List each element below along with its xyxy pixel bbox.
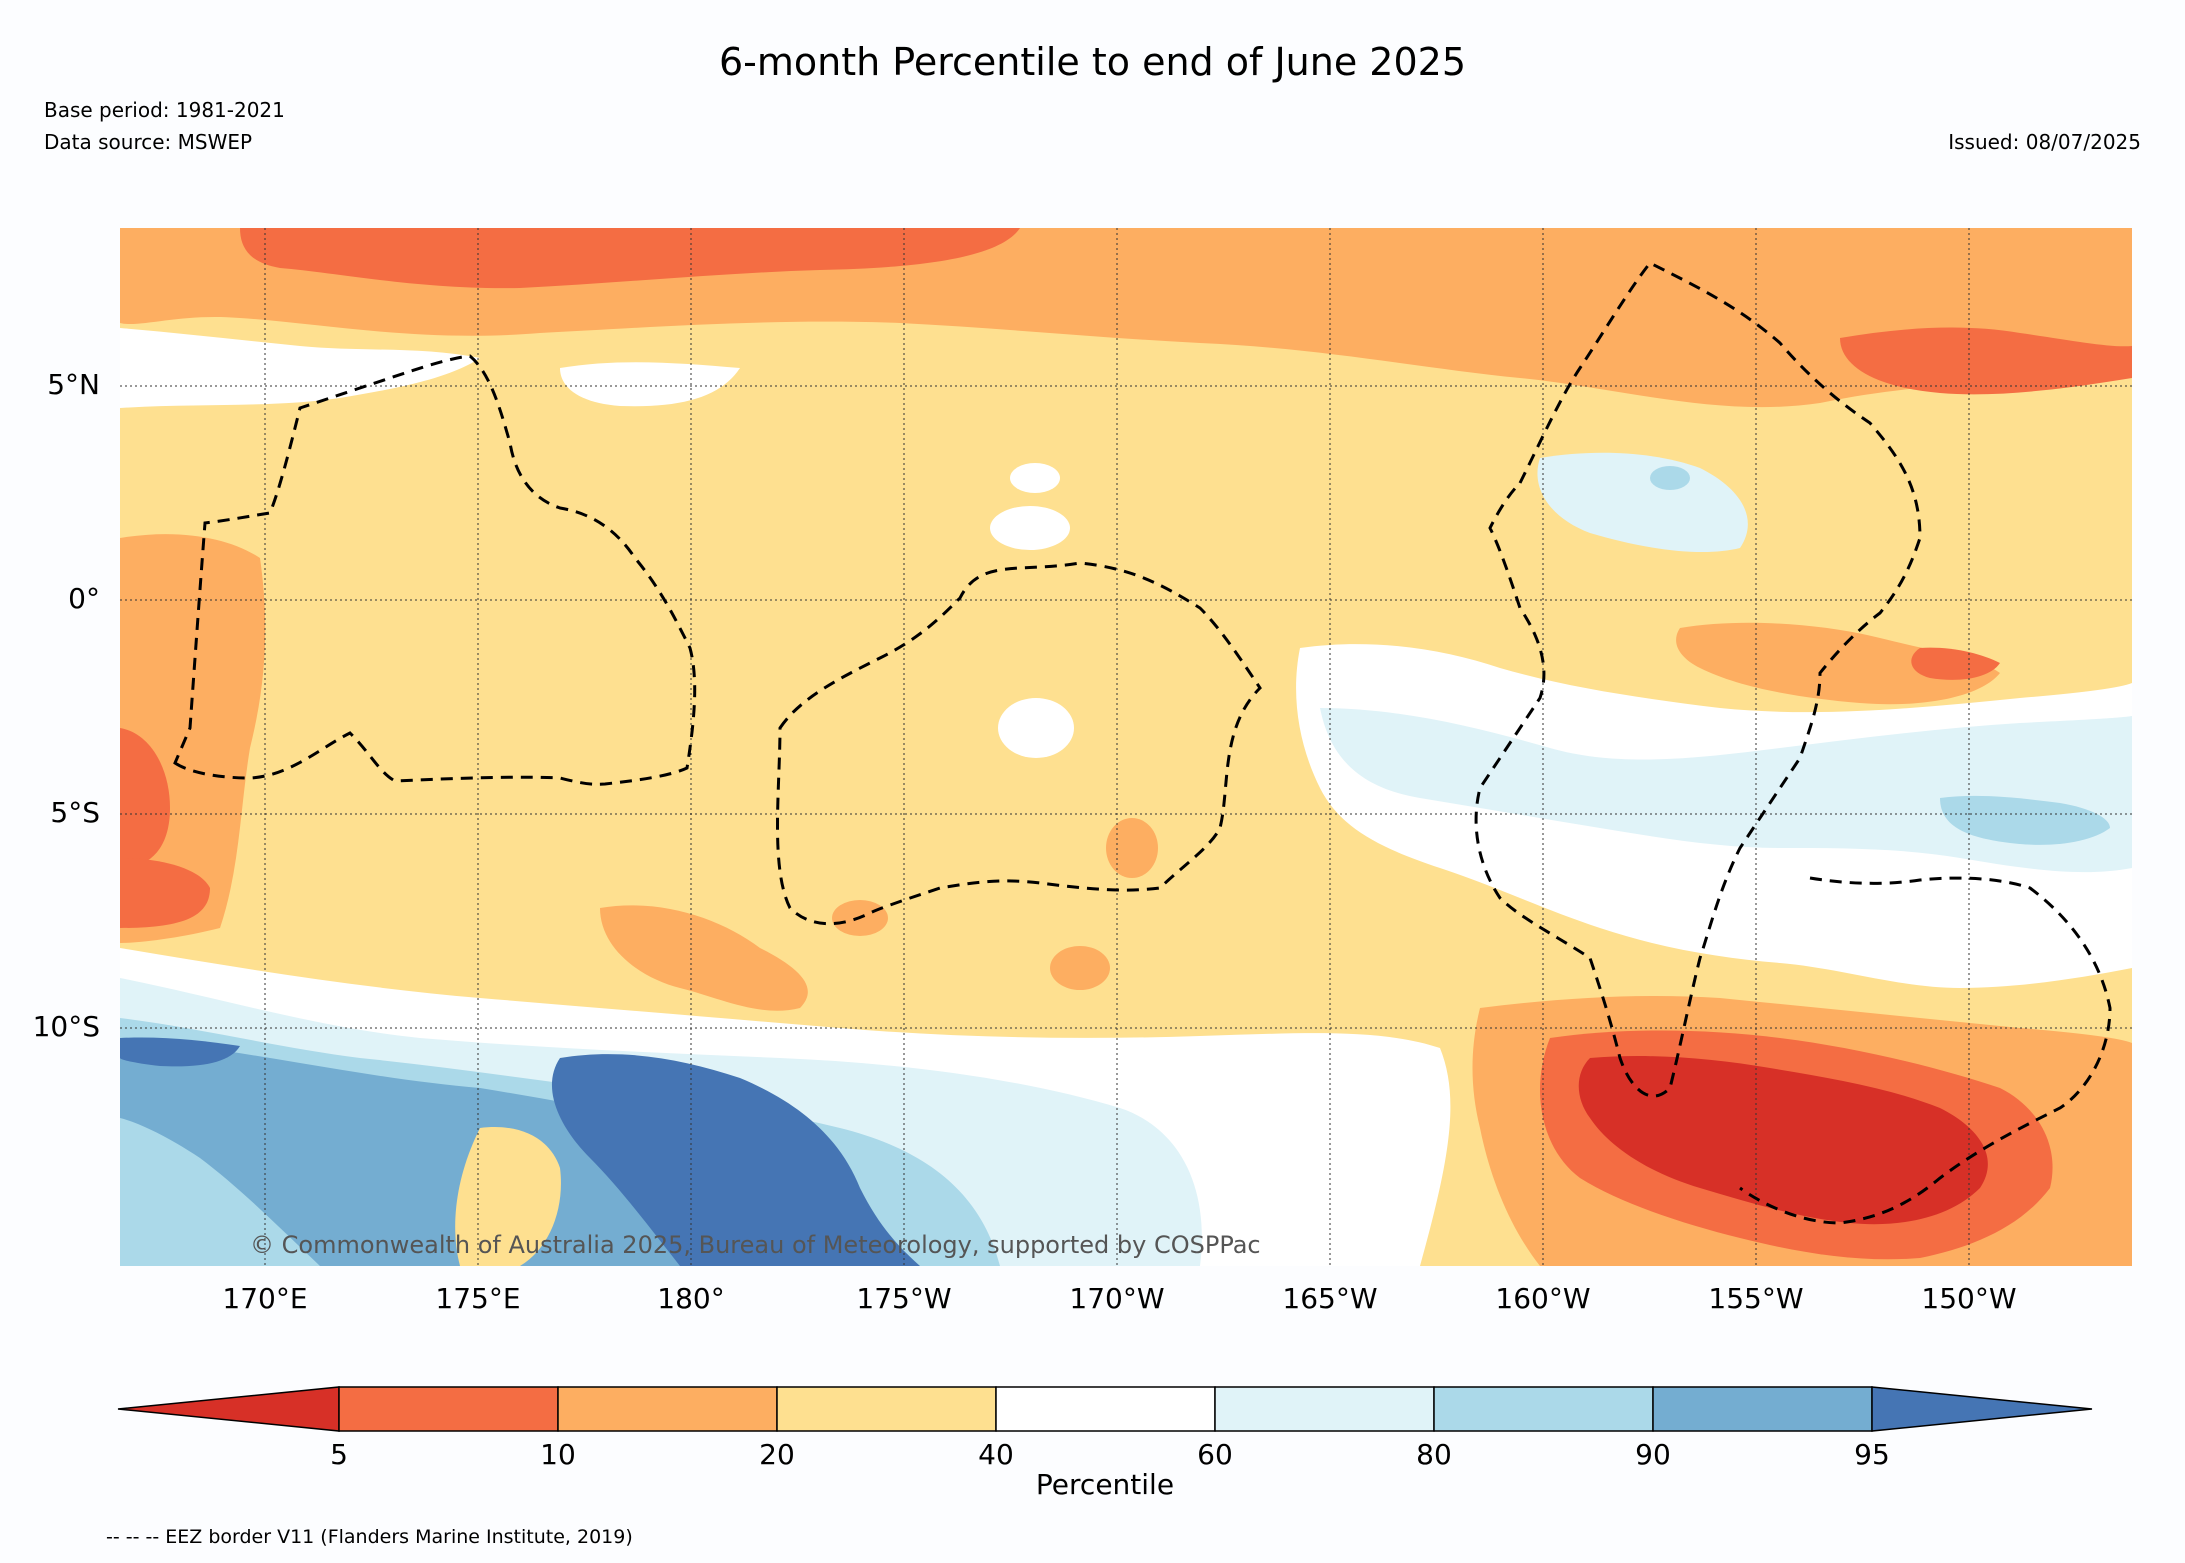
lat-label-5n: 5°N [47, 368, 100, 401]
colorbar-segment-4 [995, 1386, 1216, 1432]
colorbar-tick-80: 80 [1416, 1438, 1452, 1471]
colorbar-tick-5: 5 [330, 1438, 348, 1471]
colorbar-segments [117, 1386, 2093, 1432]
lon-label-165w: 165°W [1282, 1282, 1378, 1315]
lat-label-0: 0° [68, 582, 100, 615]
colorbar-segment-5 [1214, 1386, 1435, 1432]
colorbar-segment-3 [776, 1386, 997, 1432]
blue-spot-a [1650, 466, 1690, 490]
region-north-red-east [1840, 327, 2132, 395]
region-east-equatorial-red [1911, 647, 2000, 680]
colorbar-label: Percentile [1035, 1468, 1175, 1501]
colorbar-tick-20: 20 [759, 1438, 795, 1471]
region-southwest-darkblue [120, 1037, 240, 1067]
lat-label-10s: 10°S [32, 1010, 100, 1043]
white-patch-c [998, 698, 1074, 758]
lon-label-175w: 175°W [856, 1282, 952, 1315]
colorbar-tick-95: 95 [1854, 1438, 1890, 1471]
eez-border-phoenix [776, 561, 1262, 926]
region-central-orange [600, 905, 808, 1011]
region-north-white [120, 328, 480, 408]
colorbar-extend-low [117, 1386, 340, 1432]
lon-label-175e: 175°E [435, 1282, 521, 1315]
region-south-yellow-pocket [455, 1127, 561, 1266]
colorbar-tick-60: 60 [1197, 1438, 1233, 1471]
percentile-map: © Commonwealth of Australia 2025, Bureau… [120, 228, 2132, 1266]
lon-label-180: 180° [657, 1282, 725, 1315]
region-east-nbhd-lightblue [1537, 452, 1748, 553]
white-patch-b [1010, 463, 1060, 493]
region-south-darkblue [551, 1054, 920, 1266]
lon-label-150w: 150°W [1921, 1282, 2017, 1315]
region-west-red [120, 728, 170, 868]
eez-border-line-islands [1474, 261, 1922, 1098]
colorbar-tick-40: 40 [978, 1438, 1014, 1471]
colorbar-extend-high [1871, 1386, 2093, 1432]
eez-legend: -- -- -- EEZ border V11 (Flanders Marine… [106, 1526, 633, 1548]
lon-label-170e: 170°E [222, 1282, 308, 1315]
orange-spot-b [1106, 818, 1158, 878]
lat-label-5s: 5°S [50, 796, 100, 829]
eez-border-french-polynesia [1739, 876, 2112, 1225]
colorbar-tick-90: 90 [1635, 1438, 1671, 1471]
colorbar-segment-1 [338, 1386, 559, 1432]
data-source: Data source: MSWEP [44, 130, 253, 154]
issued-date: Issued: 08/07/2025 [1948, 130, 2141, 154]
colorbar-segment-7 [1652, 1386, 1873, 1432]
lon-label-170w: 170°W [1069, 1282, 1165, 1315]
lon-label-155w: 155°W [1708, 1282, 1804, 1315]
colorbar [117, 1386, 2093, 1432]
orange-spot-c [1050, 946, 1110, 990]
page-title: 6-month Percentile to end of June 2025 [719, 40, 1466, 84]
lon-label-160w: 160°W [1495, 1282, 1591, 1315]
region-east-lightblue [1320, 708, 2132, 873]
colorbar-tick-10: 10 [540, 1438, 576, 1471]
region-southeast-red [1578, 1056, 1988, 1225]
colorbar-segment-2 [557, 1386, 778, 1432]
base-period: Base period: 1981-2021 [44, 98, 285, 122]
region-west-red-2 [120, 858, 210, 928]
eez-border-tuvalu-kiribati [173, 354, 697, 786]
region-north-red [240, 228, 1020, 289]
region-north-white-2 [560, 362, 740, 407]
colorbar-segment-6 [1433, 1386, 1654, 1432]
region-east-equatorial-orange [1676, 622, 2000, 705]
copyright-text: © Commonwealth of Australia 2025, Bureau… [250, 1231, 1261, 1259]
region-east-blue [1940, 795, 2110, 845]
white-patch-a [990, 506, 1070, 550]
grid-lines [120, 228, 2132, 1266]
